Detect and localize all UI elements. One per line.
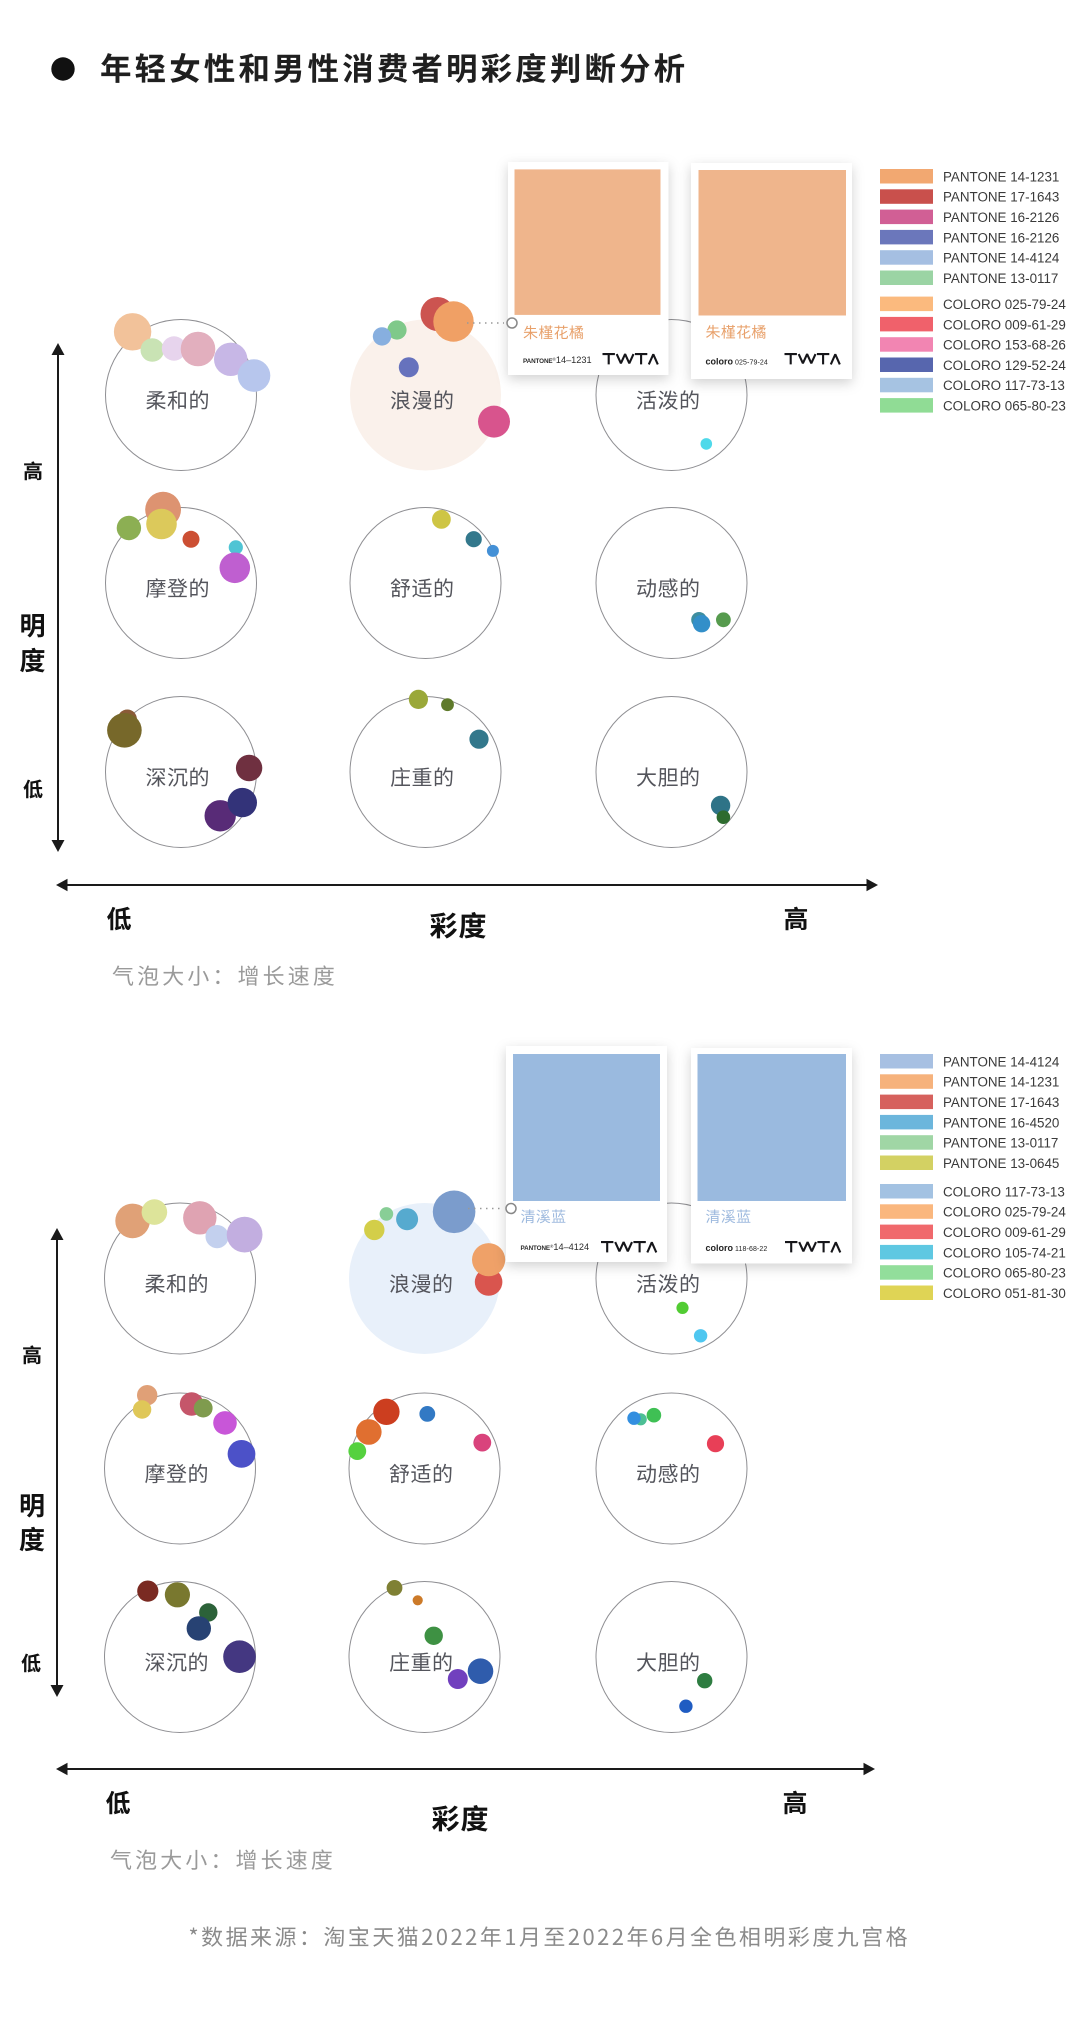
svg-text:COLORO 153-68-26: COLORO 153-68-26	[943, 338, 1066, 353]
svg-text:COLORO 009-61-29: COLORO 009-61-29	[943, 317, 1066, 332]
svg-text:COLORO 065-80-23: COLORO 065-80-23	[943, 1266, 1066, 1281]
svg-text:COLORO 025-79-24: COLORO 025-79-24	[943, 297, 1066, 312]
svg-text:PANTONE 14-1231: PANTONE 14-1231	[943, 1075, 1059, 1090]
svg-text:COLORO 051-81-30: COLORO 051-81-30	[943, 1286, 1066, 1301]
svg-text:PANTONE 16-2126: PANTONE 16-2126	[943, 210, 1059, 225]
svg-text:COLORO 129-52-24: COLORO 129-52-24	[943, 358, 1066, 373]
svg-text:PANTONE 16-4520: PANTONE 16-4520	[943, 1115, 1059, 1130]
svg-text:PANTONE 13-0117: PANTONE 13-0117	[943, 271, 1058, 286]
svg-text:PANTONE 17-1643: PANTONE 17-1643	[943, 1095, 1059, 1110]
svg-text:COLORO 117-73-13: COLORO 117-73-13	[943, 378, 1065, 393]
svg-text:PANTONE 16-2126: PANTONE 16-2126	[943, 230, 1059, 245]
svg-text:COLORO 065-80-23: COLORO 065-80-23	[943, 399, 1066, 414]
svg-text:COLORO 025-79-24: COLORO 025-79-24	[943, 1205, 1066, 1220]
svg-text:PANTONE®14–1231: PANTONE®14–1231	[523, 355, 592, 365]
svg-text:COLORO 117-73-13: COLORO 117-73-13	[943, 1184, 1065, 1199]
svg-text:PANTONE 14-4124: PANTONE 14-4124	[943, 251, 1060, 266]
svg-text:PANTONE 14-4124: PANTONE 14-4124	[943, 1054, 1060, 1069]
svg-text:COLORO 009-61-29: COLORO 009-61-29	[943, 1225, 1066, 1240]
svg-text:PANTONE®14–4124: PANTONE®14–4124	[521, 1242, 590, 1252]
svg-text:PANTONE 14-1231: PANTONE 14-1231	[943, 169, 1059, 184]
svg-text:coloro 118-68-22: coloro 118-68-22	[706, 1243, 768, 1253]
svg-text:PANTONE 13-0117: PANTONE 13-0117	[943, 1136, 1058, 1151]
svg-text:COLORO 105-74-21: COLORO 105-74-21	[943, 1245, 1066, 1260]
svg-text:PANTONE 17-1643: PANTONE 17-1643	[943, 190, 1059, 205]
svg-text:coloro 025-79-24: coloro 025-79-24	[706, 357, 768, 367]
svg-text:PANTONE 13-0645: PANTONE 13-0645	[943, 1156, 1059, 1171]
